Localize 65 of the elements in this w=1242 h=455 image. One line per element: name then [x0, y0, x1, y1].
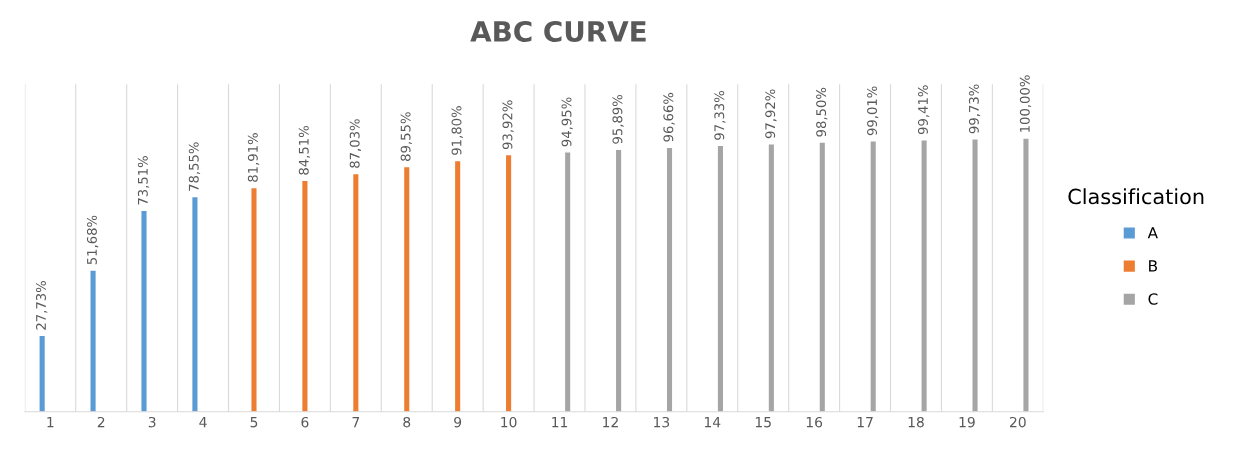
legend-label: A: [1147, 227, 1158, 239]
x-tick-label: 9: [454, 416, 462, 428]
bar: [39, 336, 45, 412]
x-tick-label: 14: [704, 417, 721, 428]
legend-label: B: [1149, 260, 1158, 272]
data-label: 81,91%: [247, 133, 260, 182]
x-tick-label: 17: [857, 417, 873, 428]
bar: [353, 174, 359, 412]
data-label: 27,73%: [36, 281, 48, 330]
x-tick-label: 12: [603, 416, 618, 428]
data-label: 98,50%: [816, 87, 828, 137]
data-label: 100,00%: [1019, 75, 1032, 132]
bar: [768, 144, 774, 412]
x-tick-label: 16: [806, 416, 823, 428]
data-label: 91,80%: [451, 106, 463, 155]
x-tick-label: 7: [352, 417, 360, 428]
bar: [921, 140, 927, 412]
bar: [717, 146, 723, 412]
bar: [616, 150, 622, 412]
bar: [404, 167, 410, 412]
data-label: 99,73%: [968, 84, 981, 134]
data-label: 87,03%: [349, 119, 362, 168]
bar: [1023, 138, 1029, 412]
x-tick-label: 8: [403, 416, 411, 428]
x-tick-label: 13: [654, 416, 670, 428]
bar: [565, 152, 571, 412]
data-label: 51,68%: [86, 215, 99, 265]
data-label: 93,92%: [502, 100, 514, 150]
data-label: 97,33%: [714, 91, 726, 140]
x-tick-label: 5: [250, 417, 258, 428]
data-label: 99,01%: [867, 86, 879, 136]
x-tick-label: 10: [501, 416, 517, 428]
x-tick-label: 3: [148, 416, 156, 428]
data-label: 84,51%: [298, 126, 311, 175]
x-tick-label: 18: [908, 416, 924, 428]
chart-title: ABC CURVE: [470, 20, 646, 42]
x-tick-label: 2: [97, 416, 105, 428]
x-tick-label: 19: [959, 416, 975, 428]
bar: [972, 139, 978, 412]
data-label: 95,89%: [612, 94, 624, 144]
x-tick-label: 15: [755, 417, 771, 428]
bar: [666, 147, 673, 412]
data-label: 78,55%: [188, 142, 201, 191]
bar: [455, 161, 461, 412]
data-label: 89,55%: [400, 112, 412, 161]
data-label: 97,92%: [765, 89, 777, 139]
x-tick-label: 6: [301, 416, 309, 428]
bar: [251, 188, 257, 412]
legend-label: C: [1148, 293, 1158, 305]
bar: [192, 197, 198, 412]
x-tick-label: 1: [47, 417, 54, 428]
data-label: 94,95%: [561, 97, 573, 147]
bar: [819, 142, 825, 412]
x-tick-label: 4: [199, 417, 207, 428]
bar: [870, 141, 876, 412]
data-label: 73,51%: [137, 156, 150, 205]
x-tick-label: 11: [552, 417, 568, 428]
data-label: 96,66%: [663, 92, 675, 142]
bar: [302, 181, 308, 412]
x-tick-label: 20: [1010, 416, 1026, 428]
bar: [141, 211, 147, 412]
bar: [90, 270, 96, 412]
bar: [506, 155, 512, 412]
legend-title: Classification: [1068, 188, 1204, 205]
data-label: 99,41%: [917, 85, 930, 135]
